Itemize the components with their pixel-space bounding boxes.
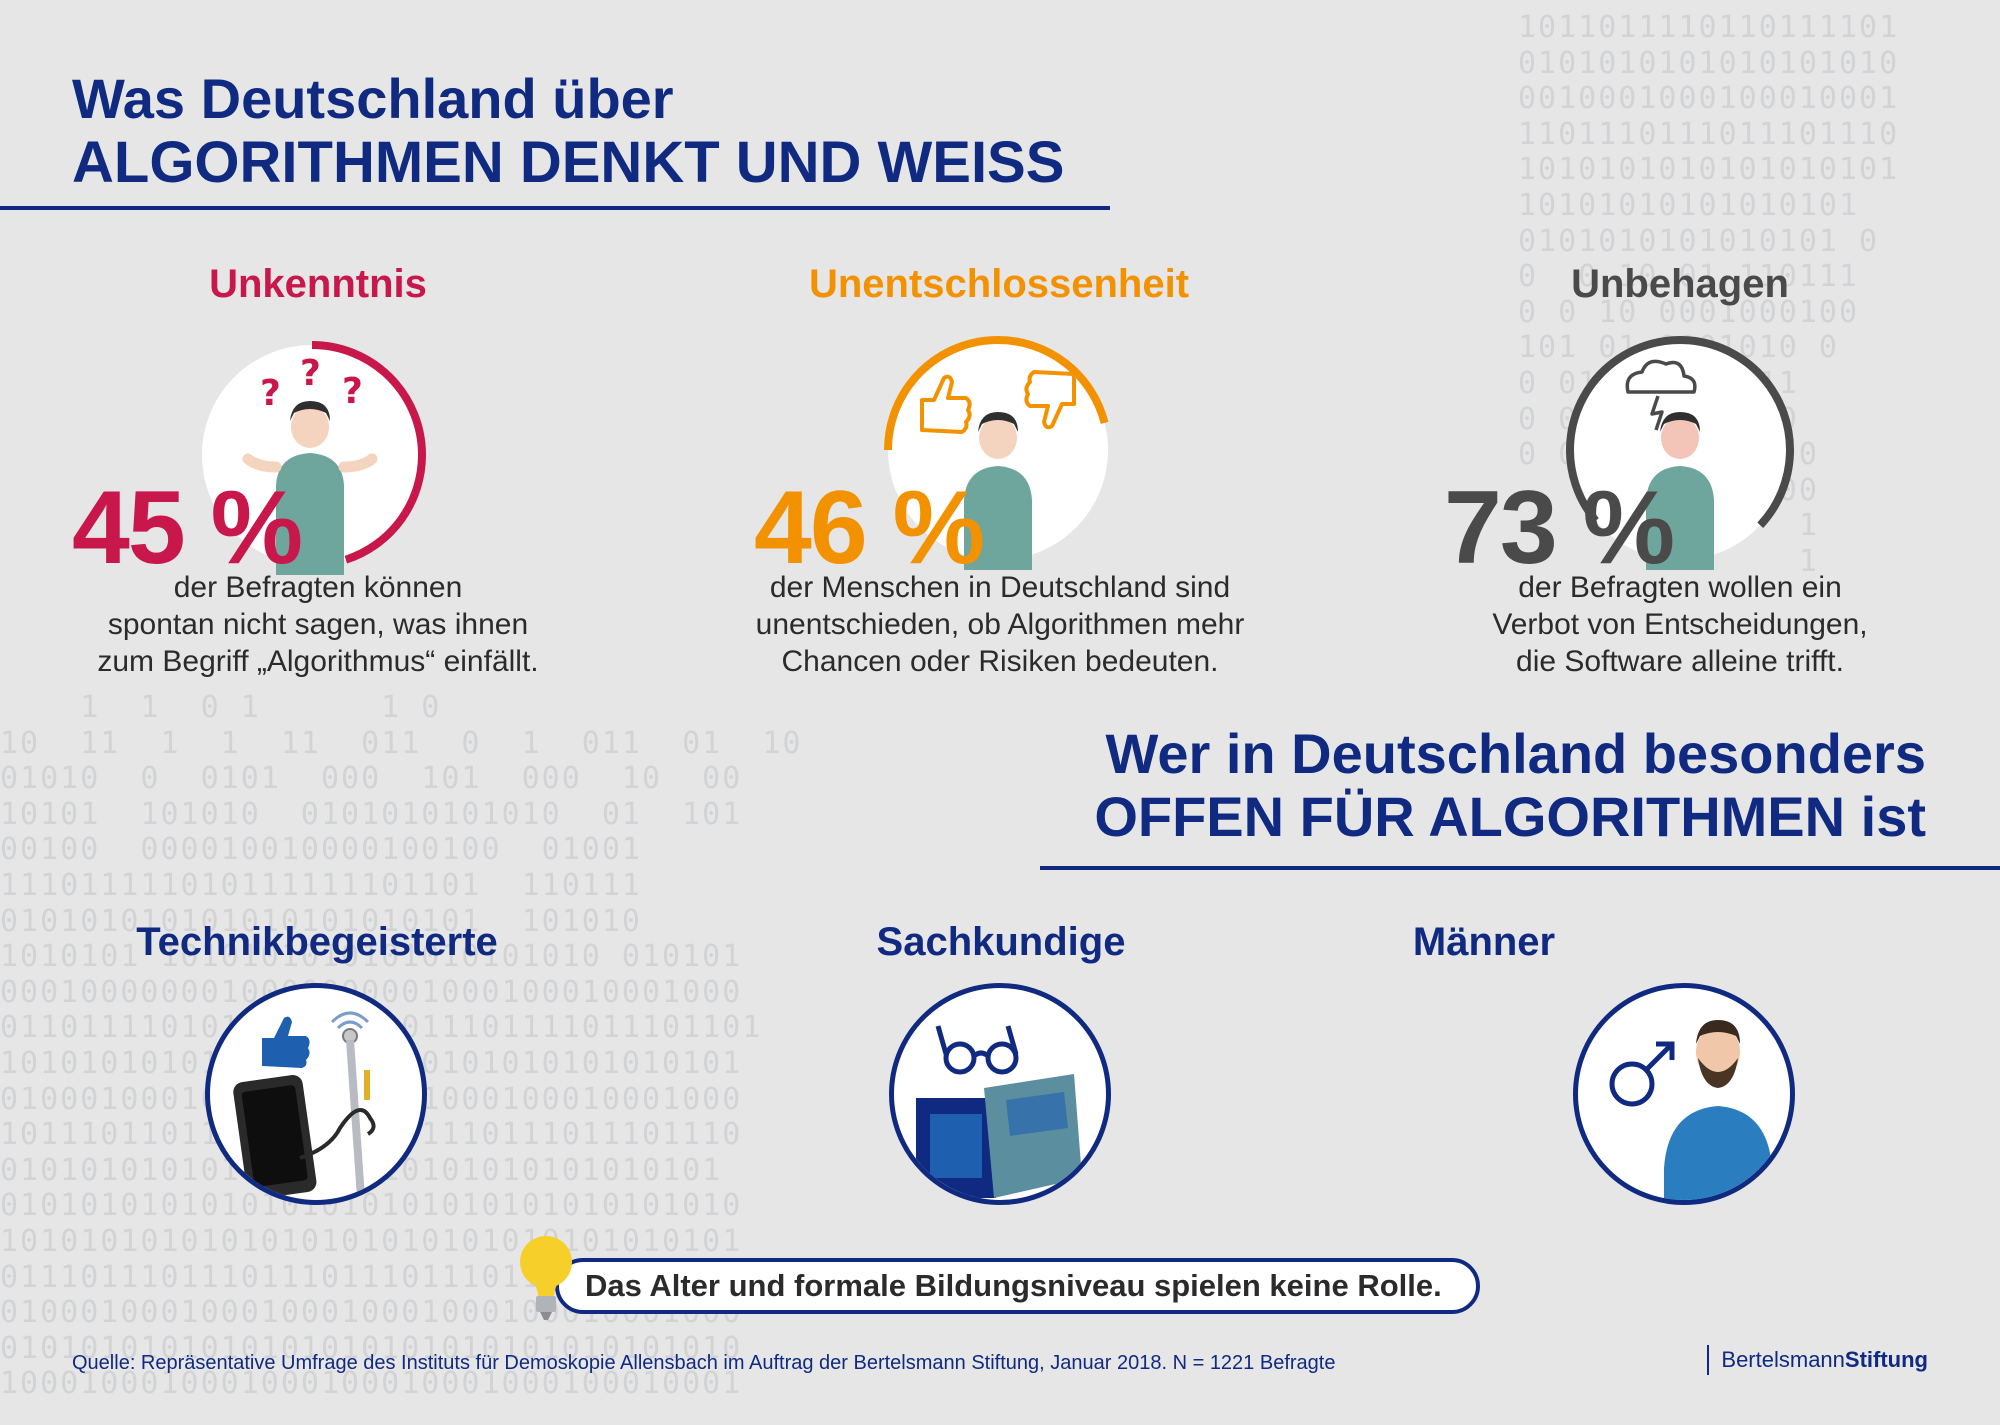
group-circle-maenner [1573,983,1795,1205]
stat-value-unbehagen: 73 % [1444,470,1675,586]
stat-value-unentschlossenheit: 46 % [754,470,985,586]
storm-cloud-icon [1625,359,1697,431]
person-worried-icon [1646,412,1714,570]
stat-heading-unbehagen: Unbehagen [1571,262,1789,306]
smartphone-thumbs-up-icon [233,1011,376,1200]
stat-ring-unkenntnis: ??? [198,341,426,575]
desc-line: unentschieden, ob Algorithmen mehr [755,608,1245,641]
subtitle-line2: OFFEN FÜR ALGORITHMEN ist [1094,785,1926,848]
male-symbol-man-icon [1609,1020,1772,1200]
stat-value-unkenntnis: 45 % [72,470,303,586]
desc-line: der Befragten wollen ein [1518,571,1842,604]
subtitle: Wer in Deutschland besonders OFFEN FÜR A… [1094,722,1926,848]
ring-progress [198,341,426,569]
source-note: Quelle: Repräsentative Umfrage des Insti… [72,1352,1336,1374]
stat-heading-unentschlossenheit: Unentschlossenheit [808,262,1190,306]
ring-progress [884,336,1112,564]
desc-line: Verbot von Entscheidungen, [1492,608,1868,641]
brand-logo: BertelsmannStiftung [1707,1345,1928,1375]
main-title-line2: ALGORITHMEN DENKT UND WEISS [72,130,1065,195]
question-marks-icon: ??? [260,353,363,414]
stat-desc-unentschlossenheit: der Menschen in Deutschland sind unentsc… [700,569,1300,680]
main-title-line1: Was Deutschland über [72,67,674,130]
subtitle-underline [1040,866,2000,870]
subtitle-line1: Wer in Deutschland besonders [1105,722,1926,785]
light-bulb-icon [520,1236,572,1320]
stat-ring-unentschlossenheit [884,336,1112,570]
desc-line: Chancen oder Risiken bedeuten. [781,645,1219,678]
svg-text:?: ? [300,353,321,394]
main-title: Was Deutschland über ALGORITHMEN DENKT U… [72,68,1064,196]
desc-line: zum Begriff „Algorithmus“ einfällt. [97,645,539,678]
group-heading-sachkundige: Sachkundige [876,920,1126,964]
note-box [555,1258,1480,1314]
male-symbol-icon [1609,1041,1675,1107]
group-circle-sachkundige [889,983,1111,1205]
glasses-books-icon [916,1025,1082,1198]
thumbs-up-down-icon [920,370,1076,434]
glasses-icon [935,1025,1019,1075]
stat-desc-unbehagen: der Befragten wollen ein Verbot von Ents… [1380,569,1980,680]
svg-text:?: ? [342,371,363,412]
stat-heading-unkenntnis: Unkenntnis [209,262,427,306]
desc-line: spontan nicht sagen, was ihnen [107,608,529,641]
person-shrugging-icon [242,401,378,575]
group-circle-technikbegeisterte [205,983,427,1205]
person-neutral-icon [964,412,1032,570]
brand-part2: Stiftung [1844,1347,1928,1372]
desc-line: der Befragten können [173,571,463,604]
svg-text:?: ? [260,373,281,414]
desc-line: die Software alleine trifft. [1516,645,1844,678]
stat-ring-unbehagen [1566,336,1794,570]
note-text: Das Alter und formale Bildungsniveau spi… [585,1268,1442,1303]
group-heading-technikbegeisterte: Technikbegeisterte [136,920,498,964]
group-heading-maenner: Männer [1412,920,1556,964]
stat-desc-unkenntnis: der Befragten können spontan nicht sagen… [18,569,618,680]
title-underline [0,206,1110,210]
brand-part1: Bertelsmann [1721,1347,1845,1372]
desc-line: der Menschen in Deutschland sind [769,571,1231,604]
